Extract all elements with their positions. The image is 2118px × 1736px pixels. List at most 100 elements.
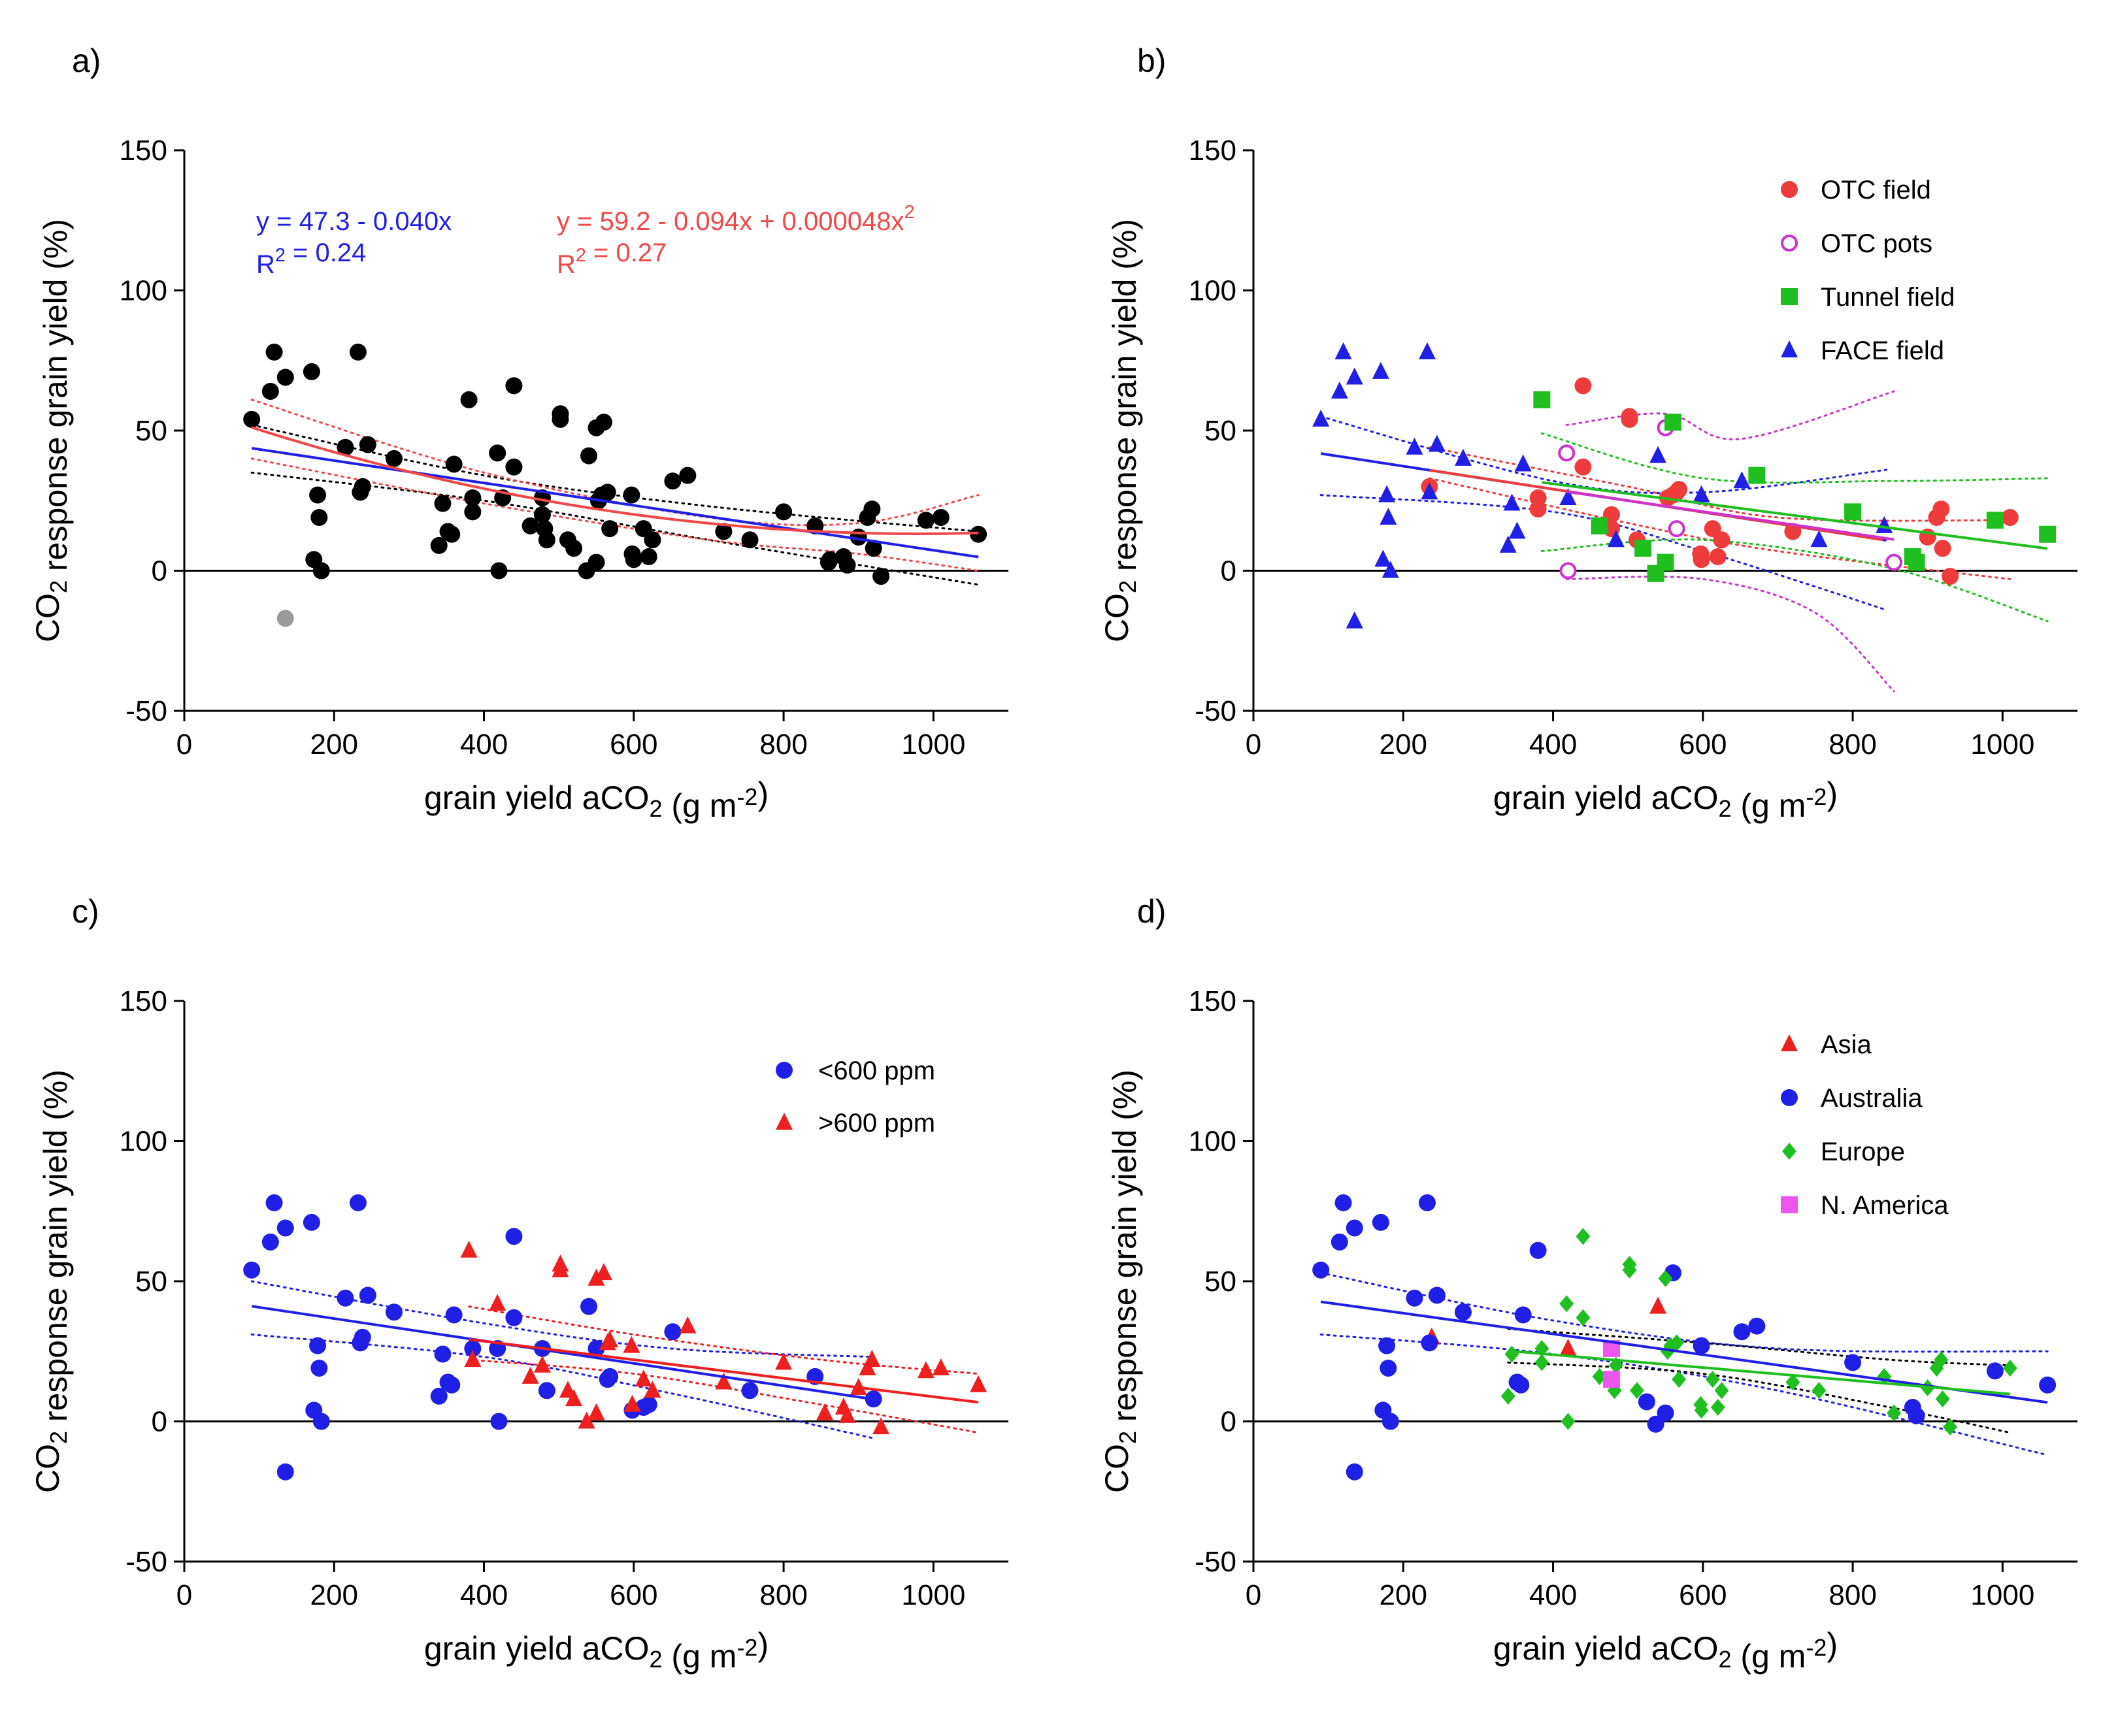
data-point bbox=[1748, 1317, 1766, 1335]
ci-band-upper bbox=[1507, 1328, 2011, 1367]
fit-line-linear bbox=[251, 1305, 874, 1401]
x-tick-label: 200 bbox=[1380, 1579, 1427, 1611]
y-tick-label: 150 bbox=[120, 135, 167, 167]
data-point bbox=[1657, 553, 1674, 571]
data-point bbox=[970, 1375, 987, 1392]
series-all bbox=[243, 343, 987, 585]
data-point bbox=[1621, 410, 1638, 428]
data-point bbox=[1647, 1415, 1664, 1433]
x-axis-title: grain yield aCO2 (g m-2) bbox=[1493, 776, 1838, 824]
data-point bbox=[1454, 1303, 1472, 1321]
data-point bbox=[872, 1417, 890, 1435]
fit-line-quadratic bbox=[251, 426, 979, 535]
legend-label: <600 ppm bbox=[818, 1056, 935, 1085]
data-point bbox=[1380, 507, 1397, 525]
data-point bbox=[1514, 454, 1532, 472]
data-point bbox=[533, 506, 551, 523]
data-point bbox=[1664, 414, 1681, 431]
data-point bbox=[1713, 531, 1730, 549]
data-point bbox=[1629, 1382, 1644, 1400]
data-point bbox=[430, 1387, 448, 1405]
x-tick-label: 800 bbox=[1828, 729, 1876, 761]
data-point bbox=[970, 525, 987, 543]
data-point bbox=[625, 551, 642, 568]
data-point bbox=[310, 508, 328, 526]
data-point bbox=[595, 1263, 612, 1281]
data-point bbox=[1346, 1463, 1363, 1481]
data-point bbox=[565, 1389, 583, 1407]
data-point bbox=[309, 1337, 327, 1354]
y-tick-label: 50 bbox=[1204, 415, 1236, 447]
equation-label: y = 59.2 - 0.094x + 0.000048x2 bbox=[557, 202, 915, 236]
data-point bbox=[1932, 500, 1950, 518]
data-point bbox=[623, 486, 640, 504]
ci-band-lower bbox=[1565, 576, 1895, 693]
data-point bbox=[265, 343, 283, 361]
data-point bbox=[1331, 381, 1348, 399]
y-tick-label: 100 bbox=[120, 275, 167, 307]
data-point bbox=[538, 531, 555, 549]
data-point bbox=[1534, 1354, 1549, 1371]
data-point bbox=[1943, 1418, 1958, 1436]
x-tick-label: 200 bbox=[310, 1579, 358, 1611]
data-point bbox=[1887, 1404, 1902, 1422]
chart-panel-c: c) -50 0 50 100 150 0 200 400 600 800 1000 grain yie… bbox=[29, 893, 1008, 1675]
data-point bbox=[1672, 1371, 1687, 1388]
x-tick-label: 1000 bbox=[1970, 1579, 2034, 1611]
ci-band-upper bbox=[1565, 390, 1895, 440]
data-point bbox=[1576, 1309, 1591, 1326]
data-point bbox=[1942, 568, 1959, 585]
data-point bbox=[715, 1372, 733, 1390]
x-tick-label: 0 bbox=[1246, 729, 1261, 761]
data-point bbox=[1810, 530, 1828, 548]
data-point bbox=[1844, 1354, 1862, 1371]
data-point bbox=[1378, 1337, 1396, 1354]
data-point bbox=[1529, 500, 1547, 518]
data-point bbox=[1622, 1261, 1637, 1279]
data-point bbox=[434, 1345, 452, 1363]
legend-marker bbox=[1781, 1034, 1798, 1051]
legend-label: Asia bbox=[1821, 1030, 1872, 1059]
legend-marker bbox=[1781, 181, 1798, 198]
data-point bbox=[664, 1323, 682, 1341]
data-point bbox=[1908, 553, 1925, 571]
data-point bbox=[533, 1355, 551, 1373]
data-point bbox=[261, 1233, 279, 1251]
data-point bbox=[1499, 535, 1517, 553]
data-point bbox=[303, 363, 320, 380]
x-tick-label: 400 bbox=[460, 729, 508, 761]
data-point bbox=[838, 1405, 856, 1423]
chart-panel-d: d) -50 0 50 100 150 0 200 400 600 800 1000 grain yie… bbox=[1099, 893, 2077, 1675]
data-point bbox=[1934, 1351, 1949, 1369]
data-point bbox=[1346, 367, 1363, 385]
data-point bbox=[505, 458, 523, 476]
data-point bbox=[1634, 540, 1652, 557]
data-point bbox=[1693, 551, 1710, 568]
y-axis-title: CO2 response grain yield (%) bbox=[1099, 1070, 1143, 1493]
data-point bbox=[1559, 487, 1577, 505]
data-point bbox=[1374, 549, 1392, 567]
data-point bbox=[1312, 1261, 1330, 1279]
legend-marker bbox=[776, 1062, 793, 1079]
data-point bbox=[865, 540, 882, 557]
data-point bbox=[337, 1289, 354, 1307]
data-point bbox=[1657, 1404, 1674, 1422]
y-tick-label: 150 bbox=[1189, 135, 1236, 167]
legend-marker bbox=[1781, 235, 1798, 252]
data-point bbox=[917, 512, 935, 529]
data-point bbox=[1733, 1323, 1751, 1341]
data-point bbox=[601, 1368, 619, 1385]
x-tick-label: 800 bbox=[759, 1579, 807, 1611]
y-tick-label: 150 bbox=[1189, 985, 1236, 1017]
data-point bbox=[354, 1328, 371, 1346]
ci-band-upper bbox=[250, 399, 980, 527]
data-point bbox=[464, 503, 482, 521]
equation-label: y = 47.3 - 0.040x bbox=[256, 207, 452, 236]
data-point bbox=[1574, 377, 1592, 395]
r-squared-label: R2 = 0.27 bbox=[557, 238, 667, 279]
data-point bbox=[1503, 493, 1521, 511]
data-point bbox=[565, 540, 583, 557]
x-tick-label: 600 bbox=[610, 1579, 657, 1611]
data-point bbox=[1418, 342, 1436, 359]
y-tick-label: 100 bbox=[120, 1126, 167, 1158]
